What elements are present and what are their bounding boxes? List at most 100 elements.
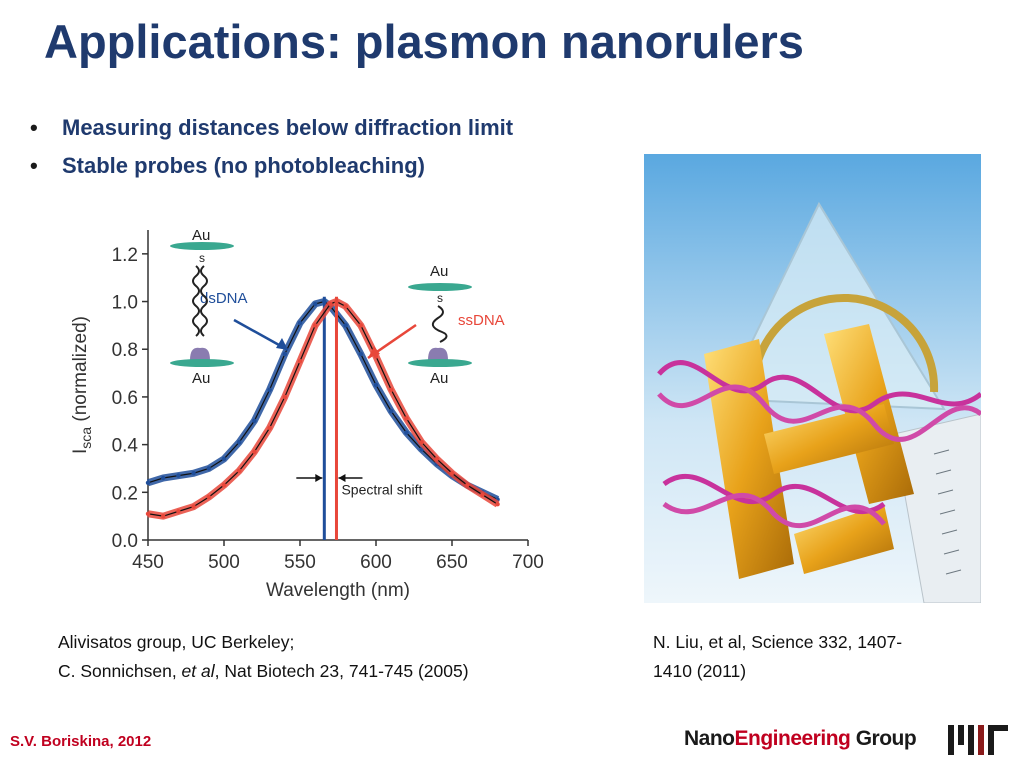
data-point [145, 480, 151, 485]
data-point [449, 471, 455, 476]
data-point [358, 351, 363, 357]
data-point [389, 387, 394, 392]
data-point [343, 323, 348, 328]
data-point [419, 440, 424, 445]
data-point [252, 418, 257, 423]
data-point [161, 513, 166, 519]
footer-author: S.V. Boriskina, 2012 [10, 733, 152, 750]
au-label-bottom: Au [192, 370, 210, 387]
x-tick-label: 600 [360, 552, 392, 573]
data-point [221, 482, 227, 488]
shift-arrowhead-left [315, 474, 323, 482]
shift-arrowhead-right [338, 474, 346, 482]
caption-right: N. Liu, et al, Science 332, 1407- 1410 (… [653, 628, 902, 686]
ruler-ticks [933, 449, 962, 575]
caption-right-line1: N. Liu, et al, Science 332, 1407- [653, 632, 903, 652]
dsdna-schematic: Au s Au [170, 227, 234, 387]
caption-left-line2: C. Sonnichsen, et al, Nat Biotech 23, 74… [58, 657, 469, 686]
data-point [465, 482, 470, 488]
caption-left: Alivisatos group, UC Berkeley; C. Sonnic… [58, 628, 469, 686]
dna-helix [657, 384, 981, 442]
au-plate-top [170, 242, 234, 250]
bullet-item: • Stable probes (no photobleaching) [30, 150, 513, 188]
chart-series [145, 296, 500, 540]
data-point [373, 382, 379, 388]
data-point [237, 440, 242, 445]
data-point [358, 323, 363, 328]
y-axis-label-rest: (normalized) [70, 316, 91, 427]
pointer-arrowhead-ssdna [368, 346, 380, 358]
y-tick-label: 0.0 [112, 531, 138, 552]
y-tick-label: 1.2 [112, 245, 138, 266]
bullet-glyph: • [30, 115, 38, 140]
x-tick-label: 500 [208, 552, 240, 573]
bullet-item: • Measuring distances below diffraction l… [30, 112, 513, 150]
caption-italic: et al [181, 661, 215, 681]
dna-helix [662, 492, 886, 529]
nanoruler-illustration [644, 154, 981, 603]
y-tick-label: 1.0 [112, 293, 138, 314]
data-point [434, 456, 439, 462]
au-label-top: Au [192, 227, 210, 244]
x-axis-label: Wavelength (nm) [266, 580, 410, 601]
y-axis-label-sub: sca [78, 427, 94, 449]
caption-right-line2: 1410 (2011) [653, 661, 747, 681]
data-point [237, 468, 242, 474]
x-tick-label: 700 [512, 552, 544, 573]
data-point [282, 351, 287, 357]
y-axis-label-main: I [70, 449, 91, 454]
caption-text: , Nat Biotech 23, 741-745 (2005) [214, 661, 469, 681]
bullet-text: Measuring distances below diffraction li… [62, 115, 514, 140]
data-point [313, 301, 318, 307]
au-label-top: Au [430, 263, 448, 280]
data-point [343, 304, 348, 309]
y-tick-label: 0.4 [112, 436, 139, 457]
protein-linker [190, 347, 210, 360]
data-point [495, 502, 500, 507]
data-point [267, 425, 272, 431]
ruler [893, 413, 981, 603]
slide-title: Applications: plasmon nanorulers [44, 15, 804, 68]
data-point [282, 394, 287, 400]
data-point [176, 509, 181, 514]
data-point [480, 492, 485, 497]
data-point [176, 473, 181, 478]
data-point [297, 320, 303, 326]
caption-text: C. Sonnichsen, [58, 661, 182, 681]
data-point [206, 494, 211, 500]
data-point [191, 504, 196, 509]
x-tick-label: 450 [132, 552, 164, 573]
dsdna-helix-strand [200, 265, 208, 337]
series-label-ssdna: ssDNA [458, 312, 505, 329]
bullet-glyph: • [30, 153, 38, 178]
y-tick-label: 0.2 [112, 483, 138, 504]
data-point [313, 323, 318, 328]
data-point [221, 456, 227, 462]
bullet-text: Stable probes (no photobleaching) [62, 153, 425, 178]
gold-nanorod [704, 339, 794, 579]
x-tick-label: 550 [284, 552, 316, 573]
series-label-dsdna: dsDNA [200, 290, 248, 307]
data-point [404, 430, 409, 435]
data-point [145, 511, 151, 516]
group-logo-text: NanoEngineering Group [684, 727, 917, 751]
gold-nanorod [794, 504, 894, 574]
data-point [328, 301, 333, 307]
pointer-arrowhead-dsdna [276, 338, 288, 350]
logo-part: Nano [684, 727, 735, 750]
mit-logo-icon [948, 725, 1008, 755]
au-plate-top [408, 283, 472, 291]
bullet-list: • Measuring distances below diffraction l… [30, 112, 513, 188]
ssdna-strand [431, 305, 448, 343]
y-tick-label: 0.8 [112, 340, 138, 361]
spectral-shift-label: Spectral shift [341, 482, 422, 498]
x-tick-label: 650 [436, 552, 468, 573]
chart-axes: 0.0 0.2 0.4 0.6 0.8 1.0 1.2 450 500 550 600 650 700 [112, 230, 544, 573]
data-point [252, 449, 257, 454]
au-plate-bottom [170, 359, 234, 367]
data-point [191, 471, 196, 476]
data-point [267, 387, 272, 392]
caption-left-line1: Alivisatos group, UC Berkeley; [58, 632, 295, 652]
y-axis-label: Isca (normalized) [70, 316, 94, 454]
